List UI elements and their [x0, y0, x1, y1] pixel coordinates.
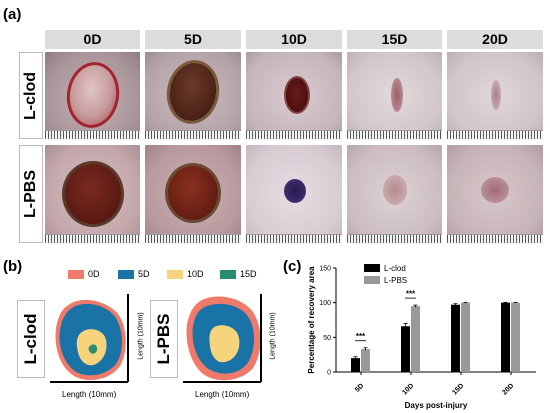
area-10d-l-pbs: [209, 325, 240, 363]
chart-y-label: Percentage of recovery area: [307, 266, 316, 374]
wound-photo-l-clod-20d: [447, 52, 543, 139]
map-yaxis-label-l-pbs: Length (10mm): [269, 312, 277, 360]
significance-label: ***: [406, 290, 416, 299]
y-tick-label: 0: [327, 370, 331, 377]
map-label-l-pbs: L-PBS: [150, 300, 178, 378]
chart-legend-label-l-clod: L-clod: [384, 264, 406, 273]
chart-legend-swatch-l-pbs: [364, 276, 380, 284]
day-header-20d: 20D: [447, 30, 543, 49]
bar-l-clod-15d: [451, 304, 460, 372]
x-tick-label: 10D: [401, 382, 415, 396]
wound-photo-l-clod-15d: [347, 52, 442, 139]
map-yaxis-label-l-clod: Length (10mm): [137, 312, 145, 360]
panel-label-b: (b): [3, 258, 23, 275]
bar-l-pbs-20d: [511, 302, 520, 372]
y-tick-label: 150: [319, 266, 331, 273]
legend-swatch-10d: [167, 270, 183, 279]
wound-photo-l-pbs-20d: [447, 145, 543, 243]
legend-label-10d: 10D: [187, 269, 204, 279]
wound-photo-l-clod-0d: [45, 52, 140, 139]
wound-map-legend: 0D 5D 10D 15D: [68, 268, 268, 282]
row-label-l-pbs: L-PBS: [19, 145, 43, 243]
row-label-l-clod: L-clod: [19, 52, 43, 139]
map-xaxis-label-l-clod: Length (10mm): [62, 390, 117, 399]
chart-legend-swatch-l-clod: [364, 264, 380, 272]
area-15d-l-clod: [88, 344, 98, 354]
wound-photo-l-pbs-15d: [347, 145, 442, 243]
bar-l-pbs-10d: [411, 306, 420, 372]
wound-photo-l-pbs-5d: [145, 145, 241, 243]
legend-label-0d: 0D: [88, 269, 100, 279]
bar-l-clod-10d: [401, 326, 410, 372]
bar-l-pbs-5d: [361, 349, 370, 372]
map-xaxis-label-l-pbs: Length (10mm): [195, 390, 250, 399]
wound-photo-l-pbs-0d: [45, 145, 140, 243]
panel-label-c: (c): [283, 258, 302, 275]
x-tick-label: 20D: [501, 382, 515, 396]
x-tick-label: 5D: [354, 382, 365, 393]
y-tick-label: 50: [323, 335, 331, 342]
bar-l-pbs-15d: [461, 302, 470, 372]
bar-l-clod-20d: [501, 302, 510, 372]
map-label-l-clod: L-clod: [17, 300, 45, 378]
day-header-5d: 5D: [145, 30, 241, 49]
wound-map-l-pbs: [183, 294, 262, 383]
legend-swatch-15d: [220, 270, 236, 279]
y-tick-label: 100: [319, 300, 331, 307]
bar-l-clod-5d: [351, 358, 360, 372]
wound-photo-l-clod-5d: [145, 52, 241, 139]
legend-label-15d: 15D: [240, 269, 257, 279]
legend-swatch-0d: [68, 270, 84, 279]
day-header-15d: 15D: [347, 30, 442, 49]
legend-swatch-5d: [118, 270, 134, 279]
wound-photo-l-pbs-10d: [246, 145, 342, 243]
chart-legend-label-l-pbs: L-PBS: [384, 276, 407, 285]
wound-photo-l-clod-10d: [246, 52, 342, 139]
legend-label-5d: 5D: [138, 269, 150, 279]
x-tick-label: 15D: [451, 382, 465, 396]
chart-x-label: Days post-injury: [405, 401, 468, 410]
panel-label-a: (a): [3, 6, 22, 23]
day-header-0d: 0D: [45, 30, 140, 49]
day-header-10d: 10D: [246, 30, 342, 49]
wound-map-l-clod: [50, 294, 129, 383]
significance-label: ***: [356, 332, 366, 341]
